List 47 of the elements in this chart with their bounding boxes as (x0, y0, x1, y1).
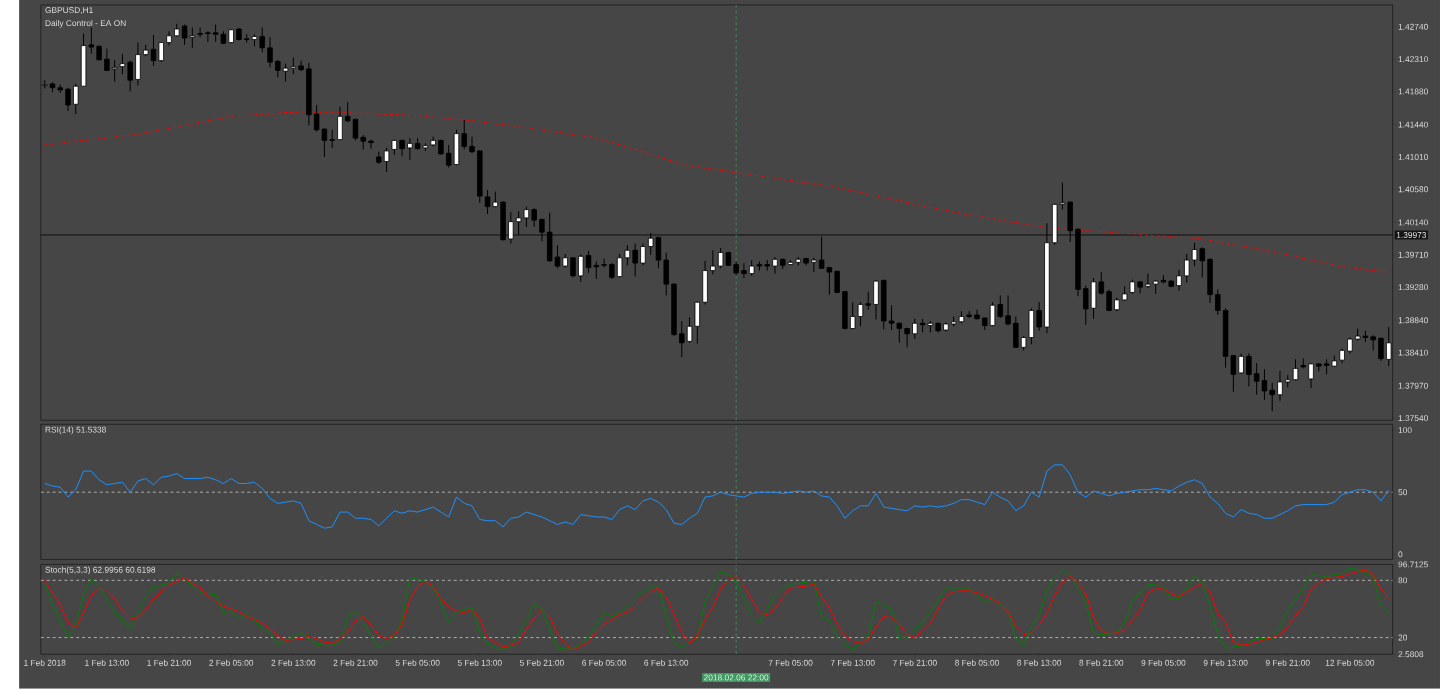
x-tick-label: 8 Feb 05:00 (955, 659, 999, 666)
x-tick-label: 9 Feb 21:00 (1265, 659, 1310, 666)
chart-title: Stoch(5,3,3) 62.9956 60.6198 (45, 566, 156, 575)
y-tick-label: 1.41440 (1398, 121, 1428, 128)
y-tick-label: 1.38840 (1398, 317, 1428, 324)
text: Daily Control - EA ON (45, 20, 126, 28)
y-tick-label: 100 (1398, 427, 1412, 434)
y-tick-label: 1.42740 (1398, 23, 1428, 30)
y-tick-label: 1.40140 (1398, 219, 1428, 226)
x-tick-label: 5 Feb 13:00 (457, 659, 502, 666)
x-tick-label: 6 Feb 13:00 (644, 659, 689, 666)
x-tick-label: 8 Feb 13:00 (1017, 659, 1062, 666)
x-tick-label: 2 Feb 13:00 (271, 659, 316, 666)
y-tick-label: 20 (1398, 634, 1408, 641)
y-tick-label: 2.5808 (1398, 651, 1424, 658)
chart-title: RSI(14) 51.5338 (45, 426, 106, 435)
y-tick-label: 1.41010 (1398, 154, 1428, 161)
x-tick-label: 2018.02.06 22:00 (704, 674, 769, 681)
y-tick-label: 1.40580 (1398, 186, 1428, 193)
x-tick-label: 12 Feb 05:00 (1325, 659, 1375, 666)
y-tick-label: 1.38410 (1398, 349, 1428, 356)
x-tick-label: 1 Feb 2018 (24, 659, 66, 666)
y-tick-label: 0 (1398, 551, 1403, 558)
x-tick-label: 1 Feb 21:00 (147, 659, 191, 666)
chart-title: GBPUSD,H1 (45, 7, 93, 15)
x-tick-label: 5 Feb 05:00 (395, 659, 440, 666)
y-tick-label: 1.37970 (1398, 382, 1428, 389)
x-tick-label: 1 Feb 13:00 (85, 659, 129, 666)
ref-line-label: 1.39973 (1396, 232, 1427, 239)
x-tick-label: 6 Feb 05:00 (582, 659, 627, 666)
y-tick-label: 1.37540 (1398, 415, 1428, 422)
x-tick-label: 7 Feb 21:00 (892, 659, 937, 666)
x-tick-label: 7 Feb 05:00 (768, 659, 813, 666)
x-tick-label: 7 Feb 13:00 (830, 659, 875, 666)
y-tick-label: 1.39710 (1398, 251, 1428, 258)
y-tick-label: 1.41880 (1398, 88, 1428, 95)
y-tick-label: 1.42310 (1398, 56, 1428, 63)
y-tick-label: 50 (1398, 489, 1408, 496)
y-tick-label: 96.7125 (1398, 561, 1428, 568)
y-tick-label: 80 (1398, 577, 1408, 584)
x-tick-label: 2 Feb 05:00 (209, 659, 254, 666)
x-tick-label: 8 Feb 21:00 (1079, 659, 1124, 666)
x-tick-label: 9 Feb 13:00 (1203, 659, 1248, 666)
x-tick-label: 5 Feb 21:00 (519, 659, 564, 666)
y-tick-label: 1.39280 (1398, 284, 1428, 291)
x-tick-label: 2 Feb 21:00 (333, 659, 378, 666)
x-tick-label: 9 Feb 05:00 (1141, 659, 1186, 666)
